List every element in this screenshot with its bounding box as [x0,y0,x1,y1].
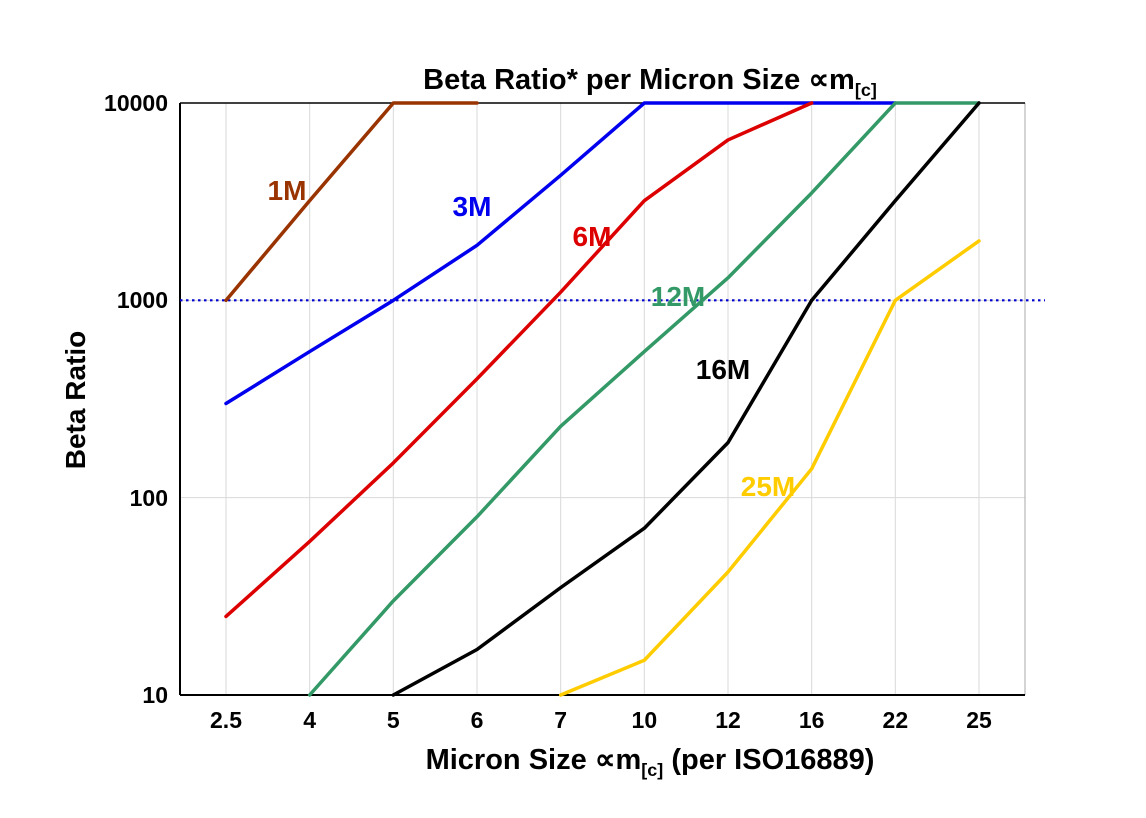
series-label-16m: 16M [695,354,751,385]
series-label-1m: 1M [267,175,307,206]
x-axis-title: Micron Size ∝m[c] (per ISO16889) [426,742,875,781]
y-axis-title: Beta Ratio [60,330,91,470]
series-line-3m [224,101,898,406]
x-tick-label-5: 5 [386,707,400,733]
chart-title-subscript: [c] [854,79,877,100]
series-line-16m [391,101,981,697]
series-line-25m [558,239,981,697]
x-tick-label-22: 22 [882,707,909,733]
chart-title: Beta Ratio* per Micron Size ∝m[c] [423,62,877,101]
series-line-1m [224,101,479,303]
series-label-6m: 6M [572,221,612,252]
series-label-25m: 25M [740,471,796,502]
series-label-3m: 3M [452,191,492,222]
y-tick-label-10: 10 [142,682,168,708]
y-tick-label-10000: 10000 [104,90,168,116]
y-tick-label-1000: 1000 [116,287,168,314]
x-axis-title-text: Micron Size [425,744,595,776]
series-label-12m: 12M [650,281,706,312]
x-tick-label-10: 10 [631,707,658,733]
series-line-12m [307,101,981,697]
micron-symbol: ∝m [594,744,642,776]
x-tick-label-12: 12 [715,707,741,733]
x-tick-label-2.5: 2.5 [210,707,242,733]
x-axis-title-suffix: (per ISO16889) [663,744,875,776]
x-axis-title-subscript: [c] [641,759,664,780]
x-tick-label-7: 7 [554,707,568,733]
micron-symbol: ∝m [808,64,855,96]
y-tick-label-100: 100 [129,484,168,511]
x-tick-label-4: 4 [303,707,317,733]
x-tick-label-25: 25 [966,707,992,733]
x-tick-label-6: 6 [470,707,484,733]
chart-title-text: Beta Ratio* per Micron Size [423,64,809,96]
series-line-6m [224,101,814,619]
x-tick-label-16: 16 [798,707,825,733]
